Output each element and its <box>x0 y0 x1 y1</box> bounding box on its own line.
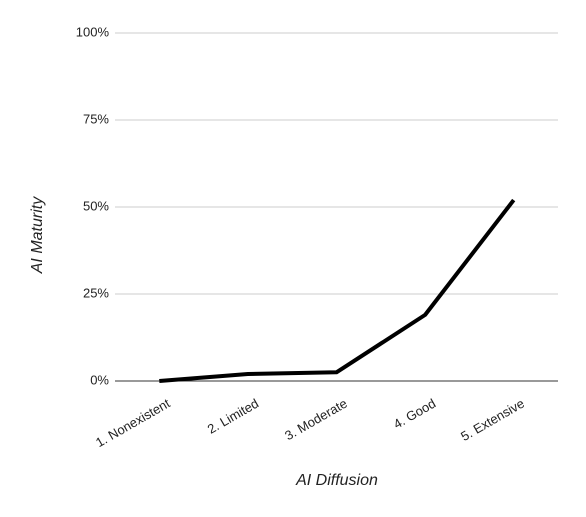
y-tick-label: 50% <box>83 198 109 213</box>
x-tick-label: 4. Good <box>391 396 439 432</box>
y-axis-title: AI Maturity <box>29 196 46 274</box>
y-tick-label: 75% <box>83 111 109 126</box>
x-tick-label: 1. Nonexistent <box>93 395 173 450</box>
x-tick-label: 5. Extensive <box>458 396 527 444</box>
y-tick-label: 100% <box>76 24 110 39</box>
x-axis-title: AI Diffusion <box>295 472 378 489</box>
y-tick-label: 25% <box>83 285 109 300</box>
x-tick-label: 3. Moderate <box>282 396 350 444</box>
data-line <box>159 198 516 383</box>
x-tick-label: 2. Limited <box>205 396 261 437</box>
y-tick-label: 0% <box>90 372 109 387</box>
